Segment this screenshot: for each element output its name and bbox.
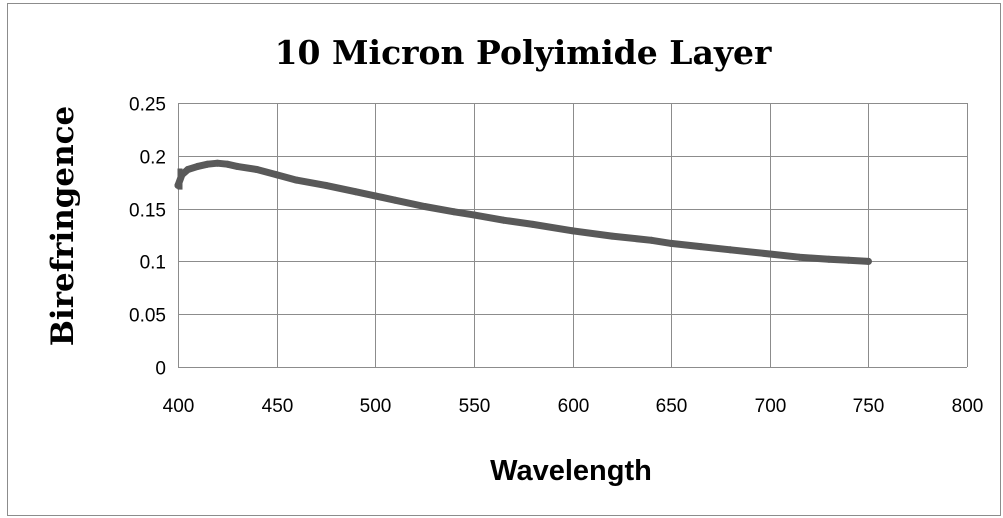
data-point	[273, 171, 281, 179]
chart-title: 10 Micron Polyimide Layer	[275, 33, 772, 72]
data-point	[450, 208, 458, 216]
data-point	[845, 256, 853, 264]
data-point	[184, 166, 192, 173]
y-tick-label: 0.15	[129, 201, 166, 222]
data-point	[726, 246, 734, 254]
x-axis-label: Wavelength	[490, 455, 652, 487]
data-point	[194, 162, 202, 170]
data-point	[253, 166, 261, 173]
data-point	[322, 181, 330, 189]
data-point	[795, 253, 803, 261]
y-tick-label: 0.05	[129, 306, 166, 327]
data-point	[421, 203, 429, 210]
data-point	[529, 220, 537, 228]
x-tick-label: 400	[163, 396, 195, 417]
data-point	[667, 239, 675, 247]
data-point	[825, 255, 833, 263]
data-point	[292, 176, 300, 184]
data-point	[766, 250, 774, 258]
chart-svg: 10 Micron Polyimide Layer 0 0.05 0.1 0.15 0.…	[45, 33, 983, 487]
data-layer	[174, 159, 872, 265]
x-tick-label: 650	[656, 396, 688, 417]
y-axis-label: Birefringence	[45, 106, 81, 347]
data-point	[352, 188, 359, 196]
data-point	[233, 162, 241, 170]
x-tick-label: 500	[360, 396, 392, 417]
chart-frame: 10 Micron Polyimide Layer 0 0.05 0.1 0.15 0.…	[7, 3, 1001, 516]
x-tick-label: 700	[755, 396, 787, 417]
y-tick-label: 0.25	[129, 95, 166, 116]
data-point	[647, 236, 655, 244]
grid-layer	[178, 103, 968, 368]
data-point	[608, 232, 616, 240]
y-tick-label: 0.1	[140, 253, 166, 274]
data-point	[213, 159, 221, 167]
data-point	[569, 227, 576, 235]
data-point	[470, 211, 478, 219]
y-tick-label: 0	[155, 359, 166, 380]
x-tick-label: 750	[853, 396, 885, 417]
x-tick-label: 800	[952, 396, 984, 417]
x-tick-label: 600	[558, 396, 590, 417]
x-tick-label: 550	[459, 396, 491, 417]
data-series-trace	[174, 159, 872, 265]
tick-layer: 0 0.05 0.1 0.15 0.2 0.25 400 450 500 550 600 650 700…	[129, 95, 983, 418]
data-point	[500, 216, 507, 224]
data-point	[864, 257, 872, 265]
data-point	[391, 196, 399, 204]
data-point	[697, 243, 705, 251]
data-point	[204, 160, 212, 168]
data-point	[371, 192, 379, 200]
data-point	[223, 160, 231, 168]
x-tick-label: 450	[262, 396, 294, 417]
y-tick-label: 0.2	[140, 148, 166, 169]
